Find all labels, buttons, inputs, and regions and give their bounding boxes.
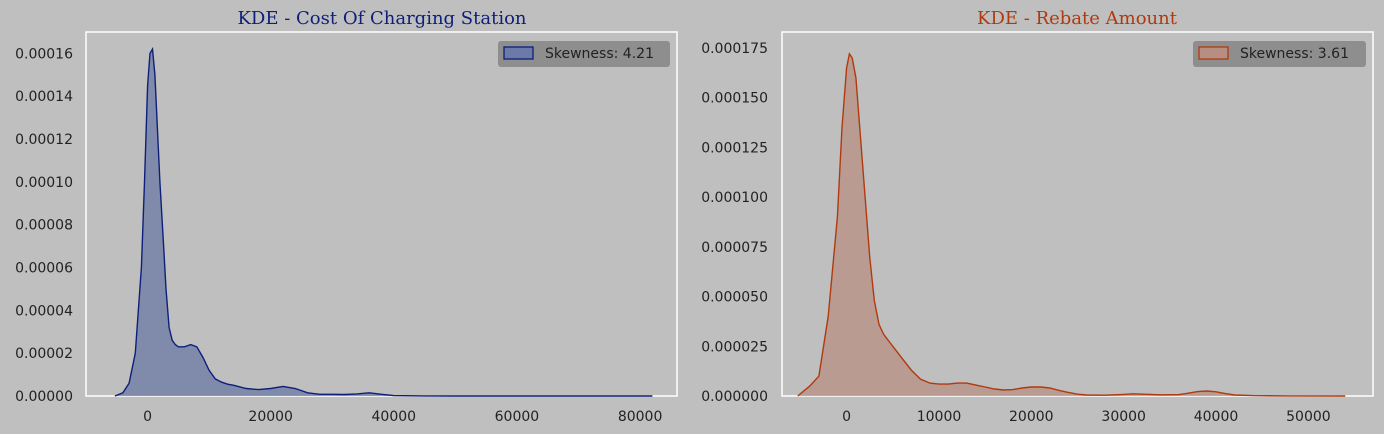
y-tick-label: 0.000175 <box>701 41 768 57</box>
x-tick-label: 0 <box>842 409 851 425</box>
x-tick-label: 0 <box>143 409 152 425</box>
legend: Skewness: 3.61 <box>1193 41 1366 67</box>
x-tick-label: 60000 <box>495 409 540 425</box>
y-tick-label: 0.00004 <box>15 303 73 319</box>
y-tick-label: 0.00002 <box>15 346 73 362</box>
y-tick-label: 0.000125 <box>701 140 768 156</box>
y-tick-label: 0.000100 <box>701 190 768 206</box>
chart-title: KDE - Rebate Amount <box>977 8 1178 29</box>
y-tick-label: 0.00014 <box>15 89 73 105</box>
x-tick-label: 40000 <box>372 409 417 425</box>
y-tick-label: 0.00010 <box>15 175 73 191</box>
legend-label: Skewness: 4.21 <box>545 46 654 62</box>
density-marks <box>114 46 653 397</box>
y-tick-label: 0.000150 <box>701 91 768 107</box>
y-tick-label: 0.000075 <box>701 240 768 256</box>
chart-panel-cost: KDE - Cost Of Charging Station 0.000000.… <box>15 8 678 425</box>
y-tick-labels: 0.00000 0.00002 0.00004 0.00006 0.00008 0.000… <box>15 46 73 405</box>
x-tick-label: 50000 <box>1286 409 1331 425</box>
y-tick-label: 0.00008 <box>15 218 73 234</box>
legend-swatch <box>1198 46 1229 60</box>
y-tick-label: 0.00016 <box>15 46 73 62</box>
x-tick-label: 20000 <box>1009 409 1054 425</box>
density-line <box>114 46 653 397</box>
plot-frame <box>85 31 678 397</box>
legend: Skewness: 4.21 <box>498 41 670 67</box>
x-tick-labels: 0 10000 20000 30000 40000 50000 <box>842 409 1331 425</box>
legend-label: Skewness: 3.61 <box>1240 46 1349 62</box>
y-tick-label: 0.00012 <box>15 132 73 148</box>
legend-box <box>498 41 670 67</box>
y-tick-labels: 0.000000 0.000025 0.000050 0.000075 0.000100… <box>701 41 768 405</box>
y-tick-label: 0.000000 <box>701 389 768 405</box>
density-marks <box>797 52 1346 397</box>
chart-title: KDE - Cost Of Charging Station <box>237 8 526 29</box>
y-tick-label: 0.00000 <box>15 389 73 405</box>
x-tick-label: 40000 <box>1194 409 1239 425</box>
x-tick-label: 10000 <box>917 409 962 425</box>
x-tick-label: 80000 <box>618 409 663 425</box>
density-line <box>797 52 1346 397</box>
density-area <box>114 49 653 396</box>
legend-swatch <box>503 46 534 60</box>
x-tick-label: 30000 <box>1101 409 1146 425</box>
chart-panel-rebate: KDE - Rebate Amount 0.0000000.0000250.00… <box>701 8 1374 425</box>
legend-box <box>1193 41 1366 67</box>
y-tick-label: 0.000025 <box>701 339 768 355</box>
x-tick-label: 20000 <box>248 409 293 425</box>
y-tick-label: 0.00006 <box>15 261 73 277</box>
x-tick-labels: 0 20000 40000 60000 80000 <box>143 409 662 425</box>
y-tick-label: 0.000050 <box>701 290 768 306</box>
density-area <box>797 53 1346 397</box>
